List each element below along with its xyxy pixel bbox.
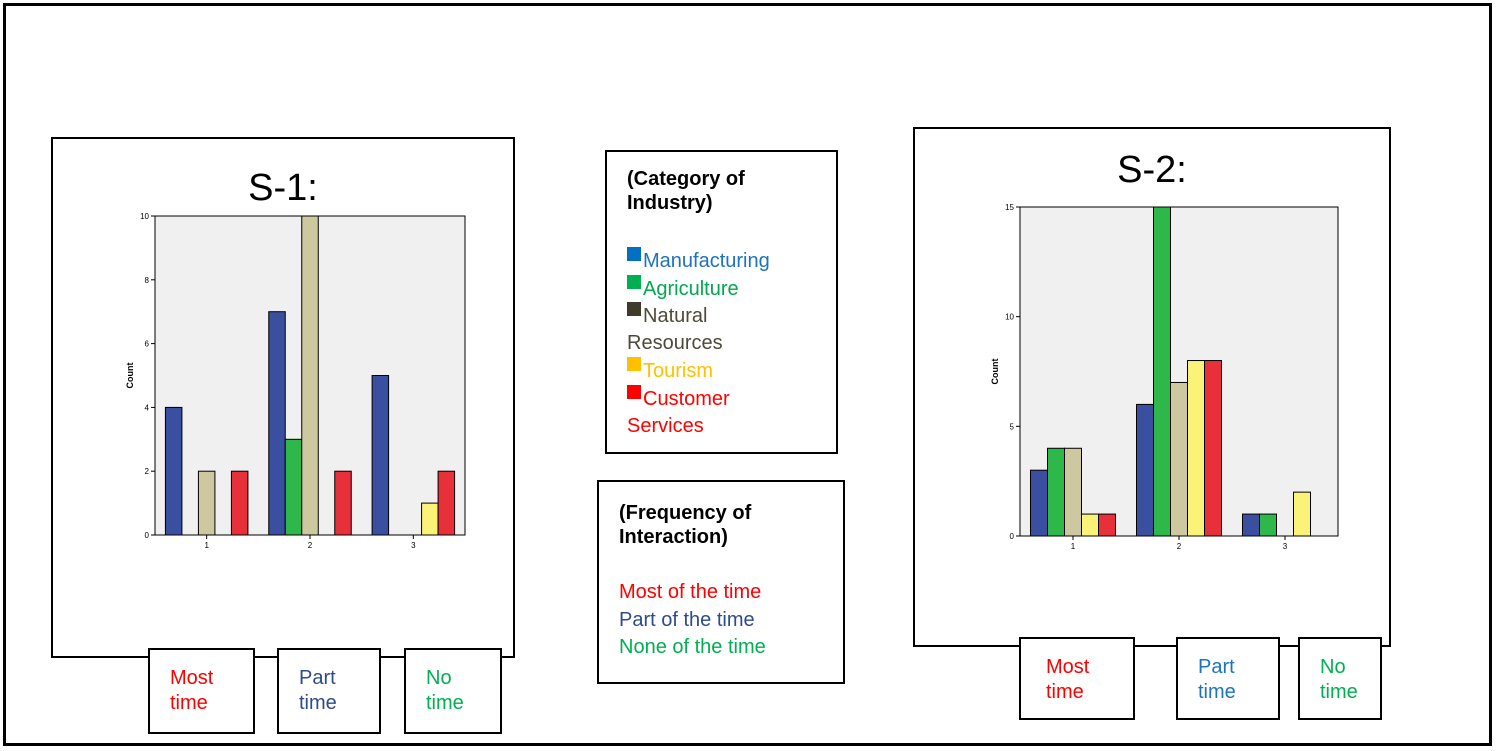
s2-y-tick-label: 15 (1005, 203, 1014, 212)
s1-label-part-time: Part time (277, 648, 381, 734)
s1-bar-cat1-series1 (164, 406, 183, 536)
s1-y-tick-label: 2 (145, 467, 150, 476)
legend-item-label: Tourism (643, 360, 714, 382)
customer-services-swatch-icon (627, 385, 641, 399)
legend-item-manufacturing: Manufacturing (627, 247, 770, 273)
s1-y-tick-label: 6 (145, 340, 150, 349)
label-line1: No (1320, 656, 1346, 678)
frequency-part: Part of the time (619, 609, 755, 631)
label-line1: Part (1198, 656, 1235, 678)
s1-title: S-1: (248, 167, 318, 209)
s1-x-tick-label: 2 (308, 541, 313, 550)
s2-x-tick-label: 3 (1283, 542, 1288, 550)
s2-bar-chart: 0 5 10 15 Count 1 2 3 (990, 203, 1339, 550)
category-legend: (Category of Industry) Manufacturing Agr… (605, 150, 838, 454)
s2-bar-cat2-series2 (1153, 206, 1171, 537)
legend-item-natural: Natural (627, 302, 707, 328)
s1-y-axis-label: Count (125, 363, 135, 389)
label-line2: time (299, 692, 337, 714)
s2-bar-cat1-series1 (1030, 469, 1048, 537)
frequency-most: Most of the time (619, 581, 762, 603)
frequency-none: None of the time (619, 636, 766, 658)
s1-bar-cat2-series5 (334, 470, 352, 536)
s1-label-most-time: Most time (148, 648, 255, 734)
slide-frame (3, 3, 1492, 746)
label-line2: time (426, 692, 464, 714)
label-line2: time (170, 692, 208, 714)
s1-y-tick-label: 4 (145, 403, 150, 412)
s2-y-tick-label: 10 (1005, 313, 1014, 322)
s2-bar-cat3-series2 (1259, 513, 1277, 537)
s2-bar-cat1-series5 (1098, 513, 1116, 537)
legend-item-label: Manufacturing (643, 250, 770, 272)
category-legend-title-line2: Industry) (627, 192, 713, 214)
s2-bar-cat2-series4 (1187, 360, 1205, 537)
legend-item-tourism: Tourism (627, 357, 713, 383)
legend-item-customer: Customer (627, 385, 730, 411)
natural-resources-swatch-icon (627, 302, 641, 316)
s2-label-part-time: Part time (1176, 637, 1280, 720)
frequency-legend-title-line1: (Frequency of (619, 502, 752, 524)
s2-y-axis-label: Count (990, 359, 1000, 385)
frequency-legend-title-line2: Interaction) (619, 526, 728, 548)
s2-bar-cat3-series4 (1293, 491, 1311, 537)
s1-bar-cat3-series4 (421, 502, 439, 536)
category-legend-title-line1: (Category of (627, 168, 745, 190)
s2-bar-cat1-series3 (1064, 447, 1082, 537)
s2-bar-cat3-series1 (1242, 513, 1260, 537)
s1-bar-chart: 0 2 4 6 8 10 Count 1 2 3 (125, 212, 466, 550)
s2-bar-cat2-series3 (1170, 381, 1188, 537)
manufacturing-swatch-icon (627, 247, 641, 261)
s1-x-tick-label: 1 (204, 541, 209, 550)
legend-item-label: Agriculture (643, 278, 739, 300)
s1-bar-cat2-series2 (284, 438, 303, 536)
label-line2: time (1198, 681, 1236, 703)
label-line2: time (1046, 681, 1084, 703)
legend-item-label: Natural (643, 305, 708, 327)
label-line1: No (426, 667, 452, 689)
label-line1: Most (1046, 656, 1090, 678)
s1-bar-cat1-series5 (230, 470, 249, 536)
legend-item-resources: Resources (627, 331, 723, 355)
agriculture-swatch-icon (627, 275, 641, 289)
s1-x-tick-label: 3 (411, 541, 416, 550)
s2-bar-cat1-series4 (1081, 513, 1099, 537)
s2-bar-cat2-series5 (1204, 360, 1222, 537)
s2-bar-cat1-series2 (1047, 447, 1065, 537)
s2-label-most-time: Most time (1019, 637, 1135, 720)
s2-label-no-time: No time (1298, 637, 1382, 720)
s2-y-tick-label: 0 (1010, 532, 1015, 541)
s1-bar-cat1-series3 (197, 470, 216, 536)
s1-y-tick-label: 0 (145, 531, 150, 540)
s1-bar-cat3-series1 (371, 375, 390, 536)
s1-bar-cat2-series3 (301, 215, 319, 536)
s1-bar-cat3-series5 (437, 470, 456, 536)
s2-y-tick-label: 5 (1010, 422, 1015, 431)
s2-x-tick-label: 1 (1071, 542, 1076, 550)
frequency-legend: (Frequency of Interaction) Most of the t… (597, 480, 845, 684)
tourism-swatch-icon (627, 357, 641, 371)
legend-item-label: Resources (627, 332, 723, 354)
s1-y-tick-label: 8 (145, 276, 150, 285)
legend-item-label: Services (627, 415, 704, 437)
legend-item-label: Customer (643, 388, 730, 410)
s1-bar-cat2-series1 (268, 311, 286, 536)
s1-y-tick-label: 10 (140, 212, 149, 221)
s2-title: S-2: (1117, 149, 1187, 191)
label-line2: time (1320, 681, 1358, 703)
label-line1: Most (170, 667, 214, 689)
s1-label-no-time: No time (404, 648, 502, 734)
s2-bar-cat2-series1 (1136, 403, 1154, 537)
legend-item-agriculture: Agriculture (627, 275, 739, 301)
label-line1: Part (299, 667, 336, 689)
s2-x-tick-label: 2 (1177, 542, 1182, 550)
legend-item-services: Services (627, 414, 704, 438)
